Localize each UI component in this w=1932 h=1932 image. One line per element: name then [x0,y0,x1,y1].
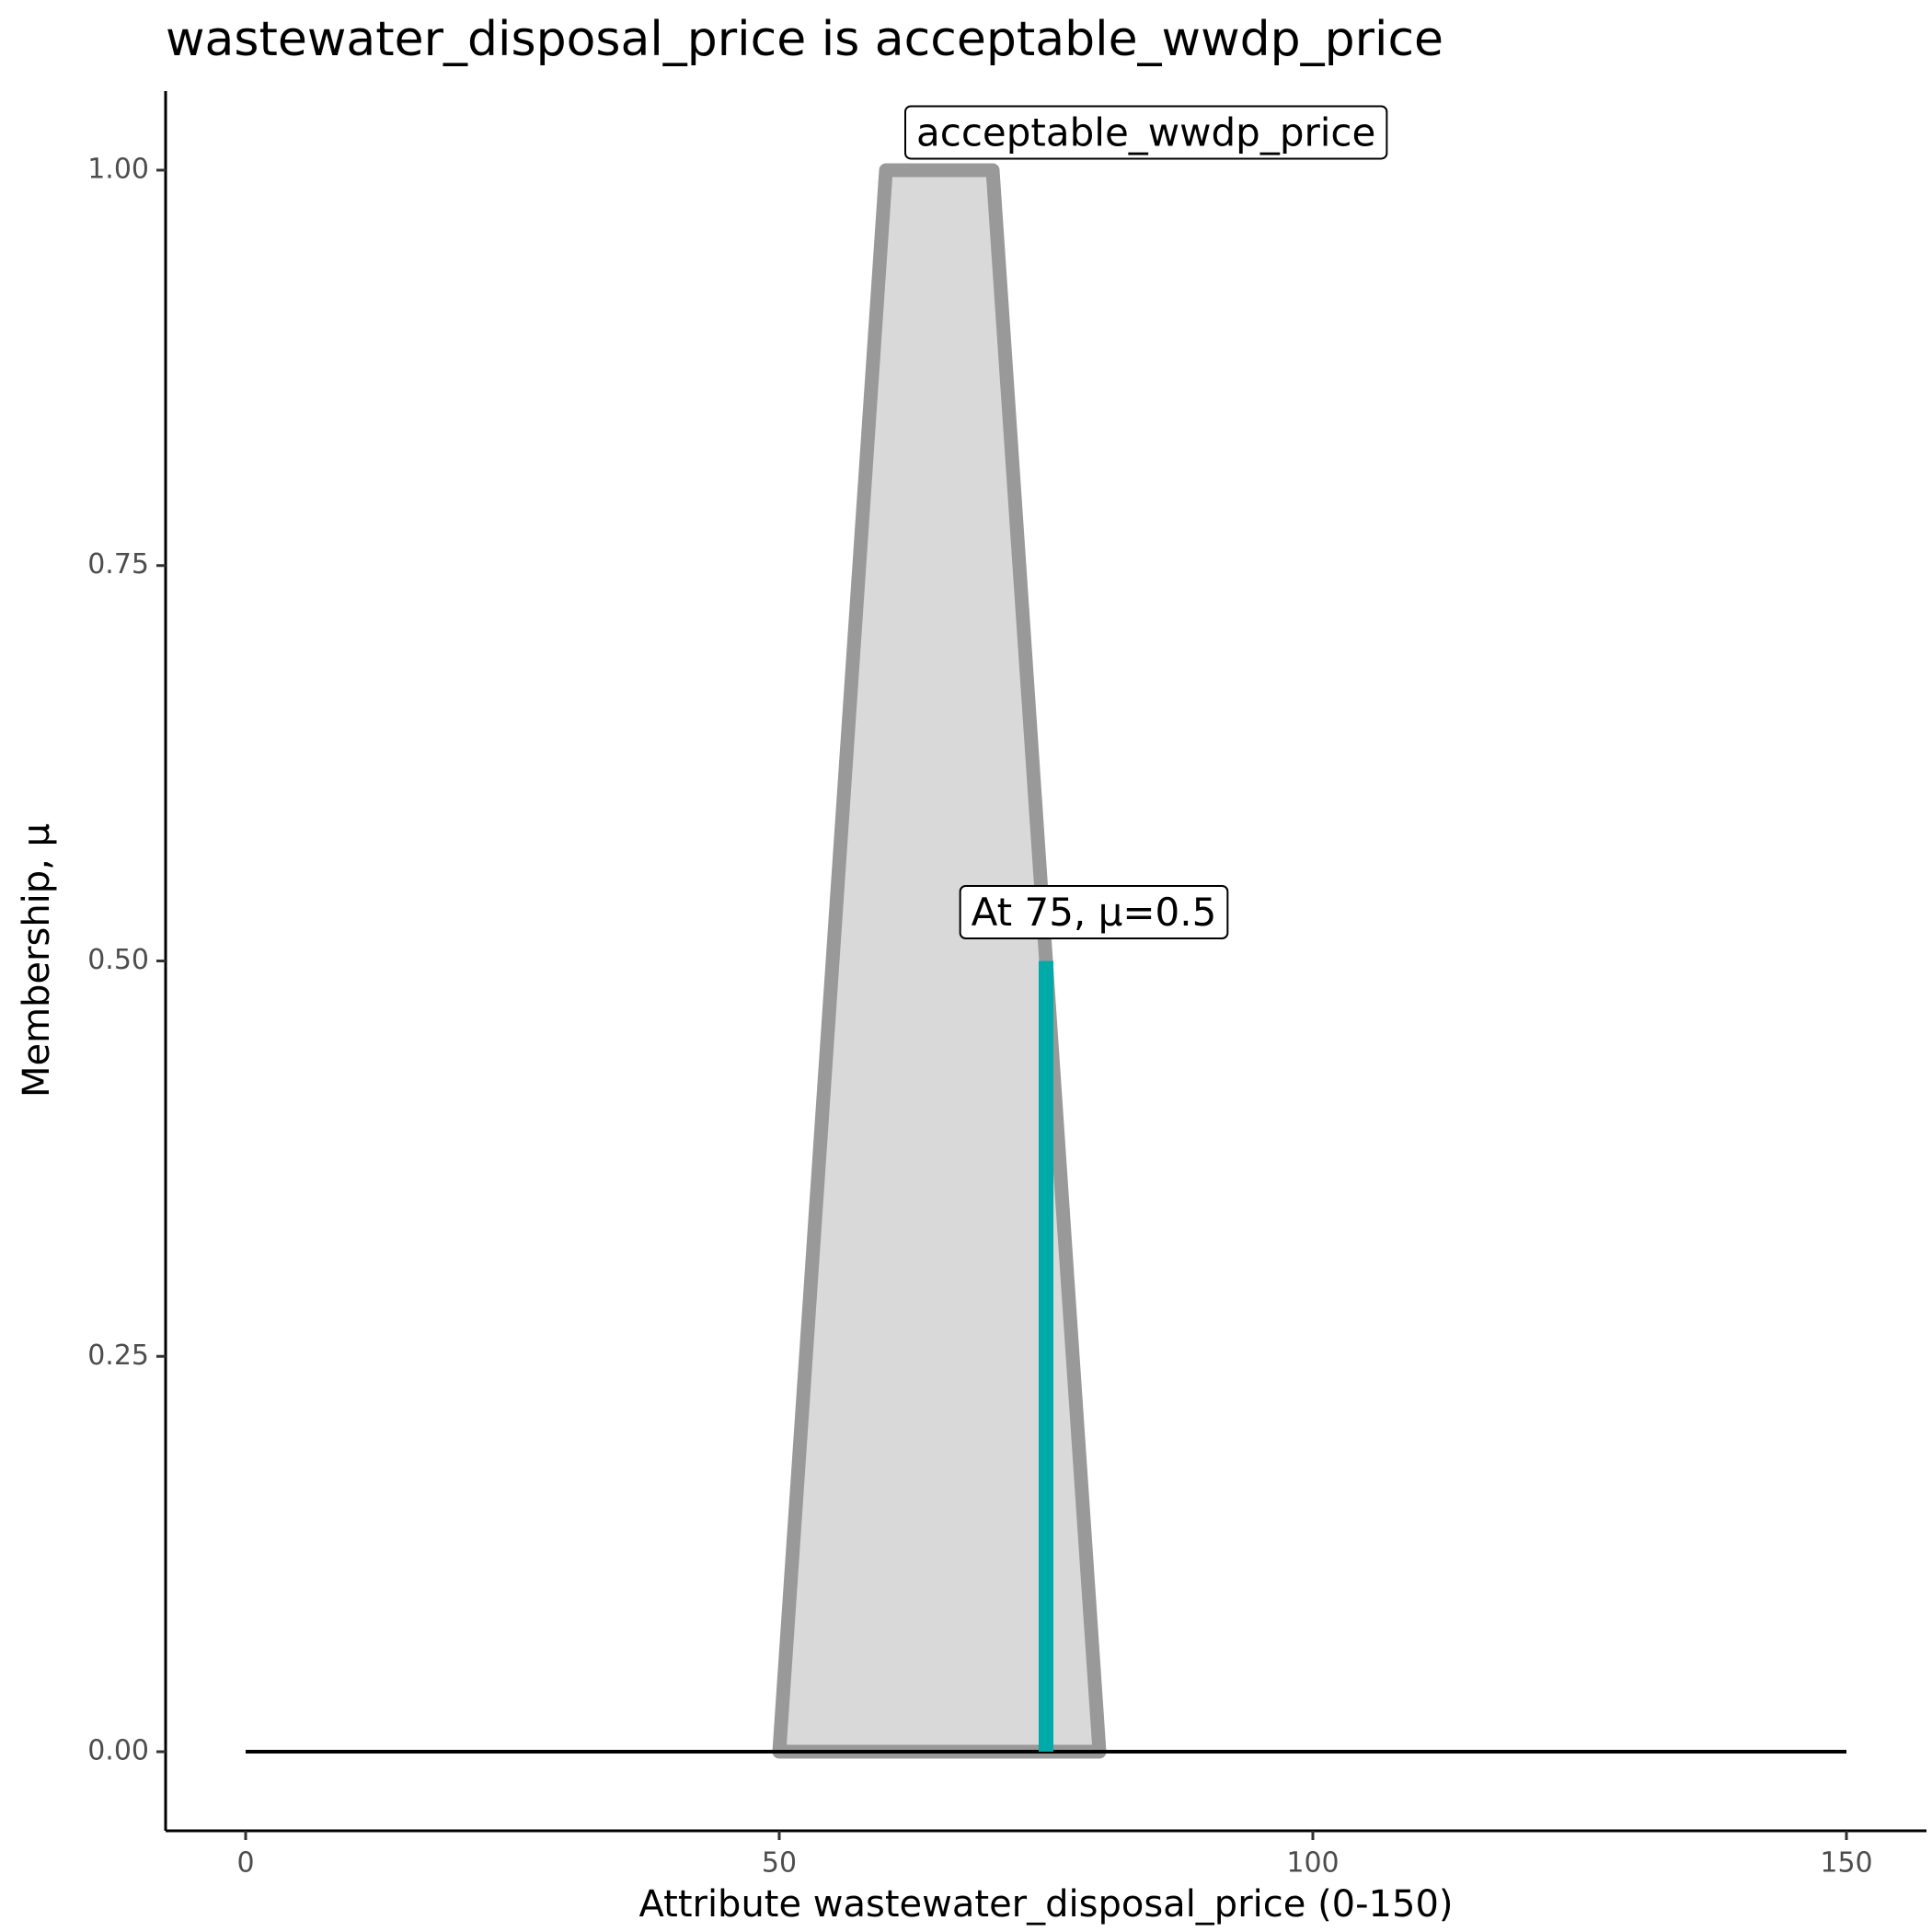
y-tick-label: 0.25 [87,1340,149,1372]
x-tick-label: 100 [1286,1847,1339,1880]
x-axis-title: Attribute wastewater_disposal_price (0-1… [638,1883,1453,1926]
y-tick-label: 0.50 [87,944,149,976]
y-axis-title: Membership, μ [16,823,58,1098]
x-tick-label: 0 [236,1847,254,1880]
y-tick-label: 0.00 [87,1735,149,1767]
y-tick-label: 0.75 [87,548,149,581]
x-tick-label: 150 [1820,1847,1872,1880]
set-label-box [904,105,1388,160]
annotation: At 75, μ=0.5 [972,890,1217,935]
chart-title: wastewater_disposal_price is acceptable_… [166,12,1443,67]
annotation-box [959,885,1229,939]
x-tick-label: 50 [762,1847,797,1880]
y-tick-label: 1.00 [87,153,149,185]
set-label: acceptable_wwdp_price [916,109,1375,155]
